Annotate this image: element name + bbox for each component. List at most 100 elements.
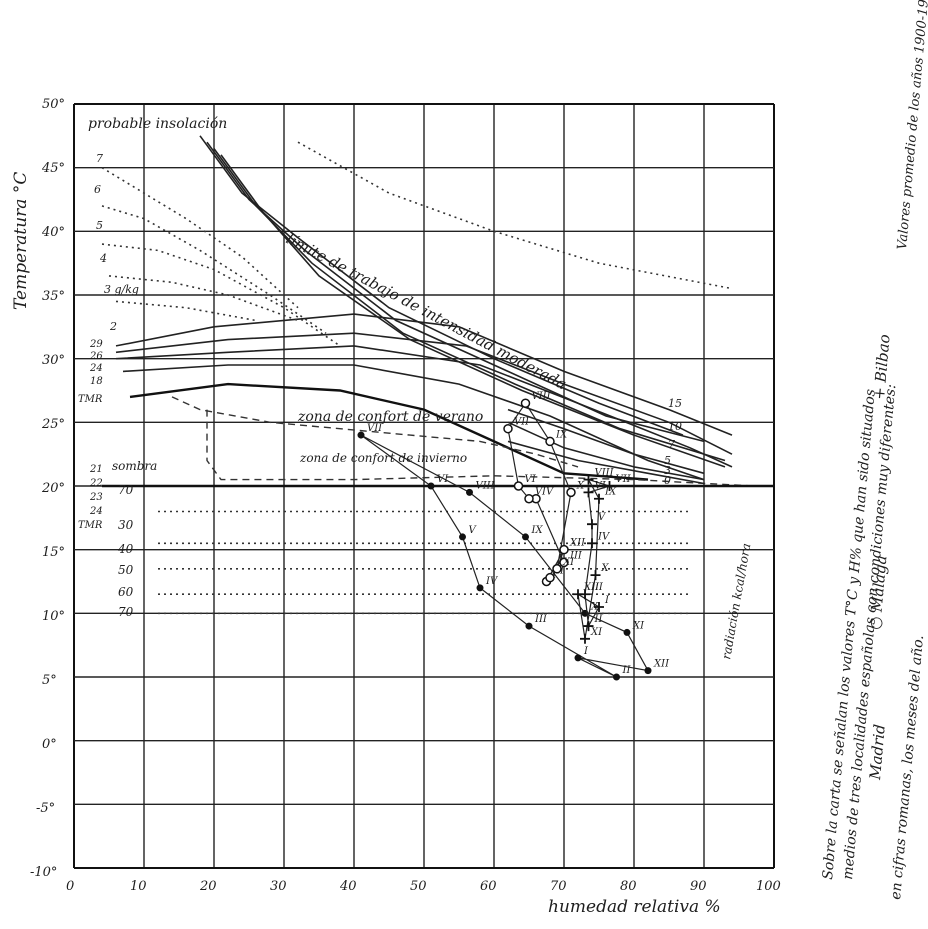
month-label: III	[590, 582, 604, 593]
wind-curve	[115, 345, 733, 468]
month-label: VI	[437, 474, 449, 485]
bilbao-point	[594, 493, 604, 504]
month-label: IX	[555, 429, 568, 440]
month-label: VI	[525, 474, 537, 485]
x-tick-label: 40	[339, 879, 357, 894]
x-tick-label: 70	[550, 879, 567, 894]
tmr-value: 26	[89, 351, 103, 362]
upper-dotted-curve	[297, 141, 733, 290]
madrid-point	[357, 431, 365, 439]
month-label: II	[594, 614, 604, 625]
climate-curves	[101, 135, 774, 615]
tmr-lower-values: 21 22 23 24	[89, 464, 103, 517]
madrid-point	[476, 584, 484, 592]
month-label: X	[601, 563, 610, 574]
tmr-upper-values: 29 26 24 18	[89, 339, 103, 387]
malaga-point	[524, 493, 534, 504]
x-tick-labels: 0 10 20 30 40 50 60 70 80 90 100	[66, 879, 781, 894]
madrid-point	[459, 533, 466, 541]
month-label: VII	[514, 417, 530, 428]
x-tick-label: 80	[620, 879, 637, 894]
malaga-point	[559, 544, 569, 555]
comfort-upper-curve	[129, 382, 649, 481]
radiation-label: radiación kcal/hora	[719, 542, 753, 660]
comfort-summer-label: zona de confort de verano	[297, 409, 483, 425]
y-tick-label: 45°	[41, 161, 65, 176]
legend-madrid: Madrid	[866, 724, 889, 782]
tmr-value: 18	[90, 376, 103, 387]
madrid-point	[466, 488, 473, 496]
sombra-label: sombra	[112, 459, 157, 473]
legend-bilbao: + Bilbao	[870, 333, 894, 400]
right-curve	[507, 421, 705, 481]
month-label: VIII	[532, 391, 552, 402]
bilbao-point	[594, 601, 604, 612]
bilbao-point	[590, 570, 601, 581]
month-label: X	[576, 480, 585, 491]
y-tick-label: 10°	[42, 609, 65, 624]
heat-limit-curve	[199, 135, 684, 436]
month-label: III	[534, 614, 548, 625]
radiation-values: 70 30 40 50 60 70	[117, 483, 134, 619]
curve-label: 0	[664, 474, 671, 487]
curve-label: 5	[664, 454, 671, 467]
month-label: I	[604, 595, 610, 606]
tmr-value: 22	[89, 478, 103, 489]
wind-curve	[115, 313, 733, 436]
side-note-4: Valores promedio de los años 1900-1930.	[895, 0, 928, 250]
y-tick-label: 15°	[42, 545, 65, 560]
month-label: V	[598, 512, 607, 523]
tmr-value: 29	[89, 339, 103, 350]
month-label: XII	[569, 538, 586, 549]
wind-label: 5	[96, 219, 103, 232]
curve-label: 7	[668, 438, 675, 451]
wind-label: 6	[94, 183, 101, 196]
wind-curve	[115, 332, 733, 455]
malaga-point	[545, 572, 555, 583]
y-tick-label: 40°	[41, 225, 65, 240]
wind-label: 3 g/kg	[104, 283, 139, 296]
tmr-value: 23	[89, 492, 103, 503]
y-tick-label: 20°	[41, 481, 65, 496]
radiation-value: 70	[118, 483, 134, 497]
x-tick-label: 20	[199, 879, 217, 894]
bilbao-point	[583, 621, 594, 632]
curve-label: 3	[664, 464, 671, 477]
bilbao-point	[573, 589, 583, 600]
winter-comfort-dashed	[206, 409, 754, 487]
month-label: V	[469, 525, 478, 536]
x-tick-label: 10	[130, 879, 147, 894]
y-tick-labels: 50° 45° 40° 35° 30° 25° 20° 15° 10° 5° 0…	[30, 97, 65, 880]
month-label: IX	[531, 525, 544, 536]
month-label: XI	[632, 620, 645, 631]
bilbao-point	[580, 633, 590, 644]
tmr-value: 24	[89, 506, 103, 517]
tmr-value: 24	[89, 363, 103, 374]
y-tick-label: -5°	[36, 801, 55, 816]
y-tick-label: 50°	[42, 97, 65, 112]
data-points: IIIIIIIVVVIVIIVIIIIXXXIXIIIIIIIIIVVVIVII…	[357, 391, 670, 681]
wind-label: 7	[96, 152, 103, 165]
bilbao-point	[583, 474, 594, 485]
x-tick-label: 100	[756, 879, 781, 894]
comfort-zone-dashed	[171, 396, 579, 468]
month-label: IX	[604, 487, 617, 498]
month-label: III	[569, 550, 583, 561]
comfort-winter-label: zona de confort de invierno	[299, 451, 467, 465]
madrid-point	[613, 673, 620, 681]
right-curve	[507, 440, 705, 485]
month-label: IV	[597, 531, 611, 542]
month-label: XII	[653, 659, 670, 670]
y-tick-label: -10°	[30, 865, 57, 880]
month-label: II	[622, 665, 632, 676]
x-tick-label: 50	[410, 879, 427, 894]
tmr-label-upper: TMR	[78, 394, 103, 405]
y-tick-label: 25°	[41, 417, 65, 432]
tmr-label-lower: TMR	[78, 520, 103, 531]
month-label: VIII	[476, 480, 496, 491]
month-label: XI	[562, 557, 575, 568]
curve-label: 15	[668, 397, 682, 410]
malaga-point	[513, 481, 524, 491]
malaga-point	[559, 557, 569, 568]
